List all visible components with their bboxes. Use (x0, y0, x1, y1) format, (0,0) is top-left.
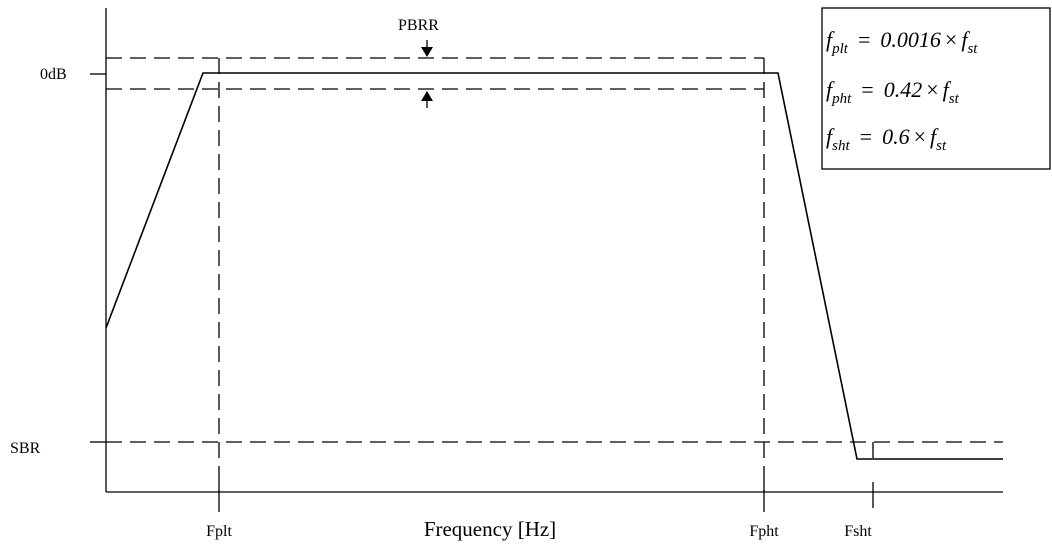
pbrr-arrow-down-icon (421, 47, 433, 57)
pbrr-arrow-up-icon (421, 91, 433, 101)
fpht-label: Fpht (749, 523, 779, 540)
fsht-label: Fsht (844, 523, 872, 540)
frequency-response-curve (105, 72, 1003, 460)
zero-db-label: 0dB (40, 66, 67, 83)
pbrr-label: PBRR (398, 17, 439, 34)
formula-fpht: fpht = 0.42 × fst (826, 77, 960, 107)
formula-box (821, 7, 1051, 170)
formula-fsht: fsht = 0.6 × fst (826, 124, 947, 154)
formula-fplt: fplt = 0.0016 × fst (826, 27, 978, 57)
fplt-label: Fplt (206, 523, 232, 540)
sbr-label: SBR (10, 440, 41, 457)
x-axis-label: Frequency [Hz] (424, 517, 556, 541)
